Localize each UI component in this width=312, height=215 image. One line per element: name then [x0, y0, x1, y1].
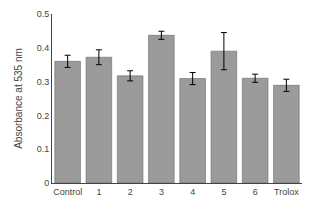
svg-text:1: 1: [96, 187, 101, 197]
svg-text:4: 4: [190, 187, 195, 197]
svg-text:0.5: 0.5: [37, 9, 50, 19]
svg-text:Absorbance at 535 nm: Absorbance at 535 nm: [13, 48, 24, 149]
svg-text:0.4: 0.4: [37, 43, 50, 53]
svg-text:Trolox: Trolox: [274, 187, 299, 197]
svg-text:0.1: 0.1: [37, 144, 50, 154]
svg-text:6: 6: [253, 187, 258, 197]
svg-text:5: 5: [221, 187, 226, 197]
svg-text:0: 0: [44, 178, 49, 188]
svg-text:0.3: 0.3: [37, 77, 50, 87]
svg-text:Control: Control: [53, 187, 82, 197]
svg-text:2: 2: [128, 187, 133, 197]
svg-text:0.2: 0.2: [37, 111, 50, 121]
svg-text:3: 3: [159, 187, 164, 197]
